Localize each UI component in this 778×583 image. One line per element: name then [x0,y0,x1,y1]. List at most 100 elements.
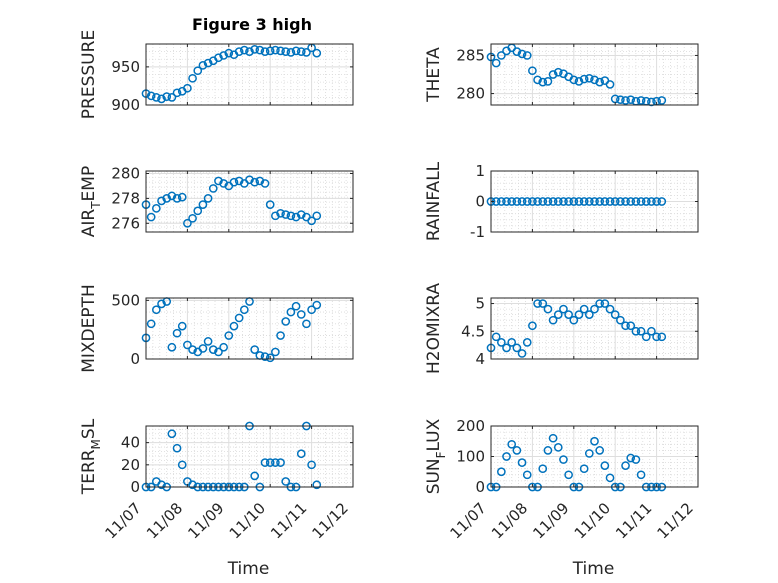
data-point [548,433,558,443]
data-point [198,61,208,70]
data-point [281,47,291,56]
y-axis-label: TERRMSL [79,418,103,495]
x-tick-label: 11/10 [226,499,269,542]
data-point [183,218,192,228]
data-point [522,338,532,347]
data-point [271,211,280,221]
data-point [512,446,522,455]
data-point [183,340,192,350]
x-tick-label: 11/12 [309,499,352,542]
data-point [250,345,260,354]
data-point [497,467,506,477]
data-point [647,97,656,107]
x-tick-label: 11/12 [654,499,697,542]
data-point [502,452,511,461]
data-point [605,197,615,206]
data-point [543,304,553,314]
data-point [167,93,177,102]
data-point [250,471,260,481]
data-point [239,45,249,55]
data-point [595,197,605,206]
data-point [626,197,636,206]
y-axis-label-part: EMP [79,166,99,202]
data-point [512,47,522,56]
data-point [491,58,501,68]
data-point [590,197,599,206]
data-point [208,345,218,354]
data-point [522,51,532,60]
data-point [538,197,548,206]
data-point [636,197,646,206]
data-point [198,344,208,353]
data-point [559,455,568,464]
data-point [312,211,322,221]
data-point [502,343,511,353]
data-point [590,436,599,446]
x-tick-label: 11/07 [102,499,145,542]
data-point [512,197,522,206]
y-tick-label: 0 [130,350,140,368]
data-point [172,328,182,338]
data-point [584,197,594,206]
data-point [657,197,667,206]
data-point [574,197,584,206]
data-point [224,331,234,340]
data-point [548,197,558,206]
data-point [605,304,615,314]
data-point [522,197,532,206]
data-point [647,326,656,336]
data-point [281,317,291,326]
data-point [172,443,182,453]
axes-box [145,297,354,360]
axes-box [145,43,354,106]
data-point [605,80,615,89]
y-axis-label-part: TERR [79,449,99,495]
data-point [595,446,605,455]
x-tick-label: 11/07 [447,499,490,542]
y-axis-label-subscript: M [89,439,103,449]
data-point [157,480,166,490]
data-point [146,91,156,101]
subplot-h2omixra: 4 4.5 5 H2OMIXRA [424,283,699,374]
data-point [157,196,166,206]
data-point [538,299,548,308]
data-point [553,197,563,206]
data-point [286,307,296,317]
data-point [564,310,573,319]
y-axis-label-subscript: T [89,201,103,210]
data-point [188,73,197,83]
data-point [255,176,265,186]
y-tick-label: 40 [121,434,140,452]
data-point [502,197,511,206]
data-point [281,210,291,219]
data-point [636,96,646,105]
data-point [296,310,306,319]
data-point [177,321,187,331]
data-point [569,75,579,85]
data-point [652,197,661,206]
data-point [616,95,625,105]
data-point [533,75,542,85]
data-point [198,200,208,209]
data-point [600,197,610,206]
x-tick-label: 11/11 [267,499,310,542]
data-point [265,458,275,467]
y-axis-label-part: LUX [424,418,444,451]
data-point [286,48,296,57]
data-point [507,439,517,449]
data-point [276,46,285,56]
data-point [265,200,275,209]
x-tick-label: 11/08 [488,499,531,542]
data-point [177,460,187,470]
data-point [584,310,594,319]
data-point [559,304,568,314]
data-point [631,197,641,206]
y-tick-label: 950 [111,58,140,76]
data-point [234,176,244,186]
data-point [579,197,589,206]
data-point [245,47,254,56]
data-point [188,213,197,223]
y-tick-label: 278 [111,189,140,207]
data-point [271,458,280,467]
